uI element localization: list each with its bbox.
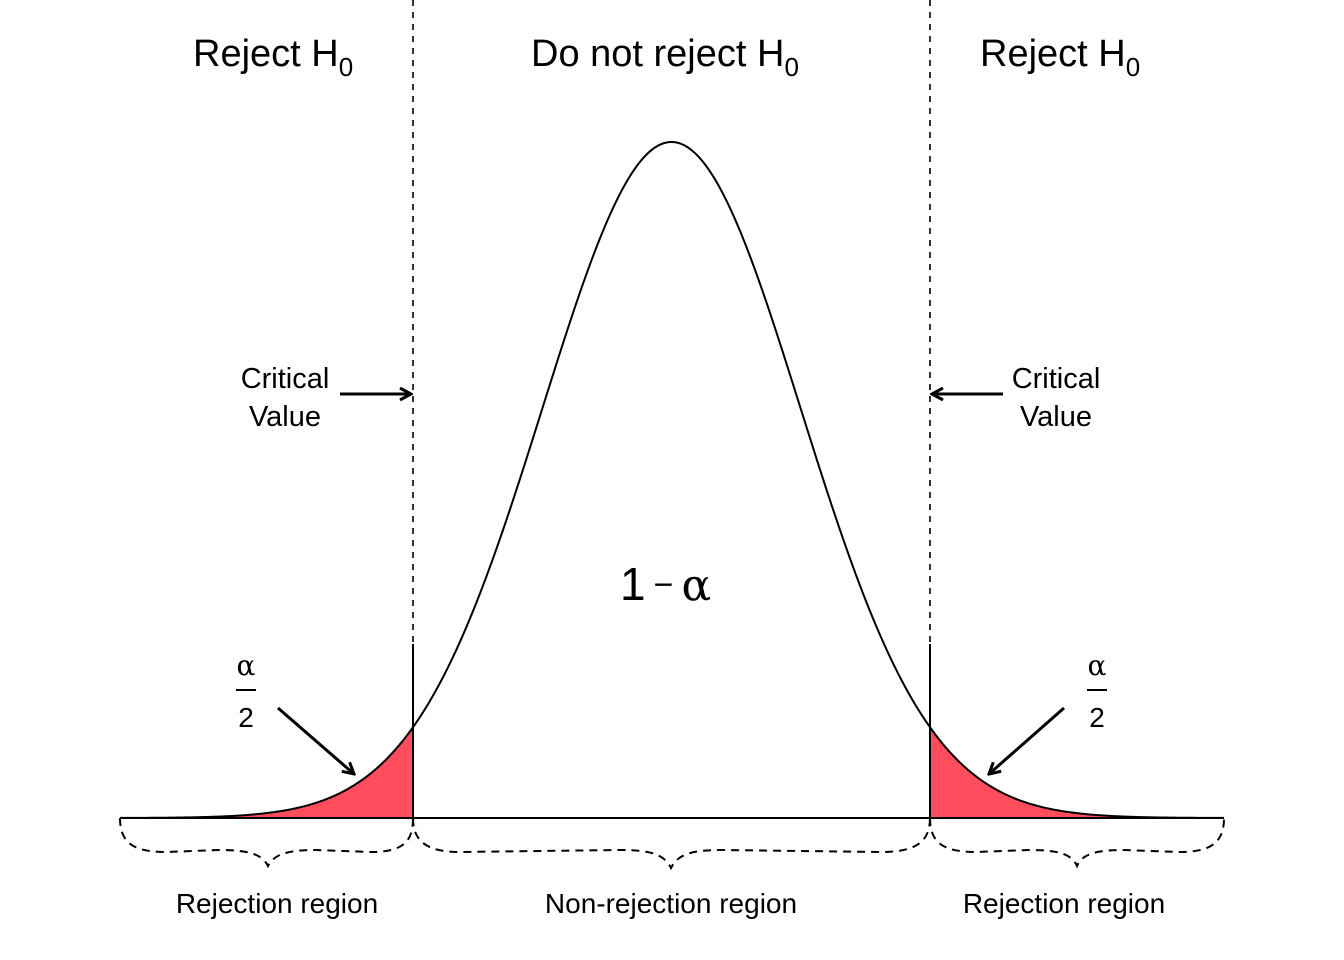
region-label-right: Rejection region	[963, 888, 1165, 919]
critical-value-right-line2: Value	[1020, 401, 1092, 433]
region-label-left: Rejection region	[176, 888, 378, 919]
right-alpha-denominator: 2	[1089, 702, 1105, 733]
left-alpha-arrow	[277, 706, 354, 774]
critical-value-left-line2: Value	[249, 401, 321, 433]
right-alpha-arrow	[989, 706, 1065, 774]
header-left: Reject H0	[193, 33, 353, 82]
right-rejection-area	[930, 727, 1224, 818]
region-label-center: Non-rejection region	[545, 888, 797, 919]
header-center: Do not reject H0	[531, 33, 799, 82]
normal-curve	[119, 141, 1225, 819]
left-alpha-denominator: 2	[238, 702, 254, 733]
center-area-label: 1− α	[620, 558, 711, 611]
center-region-brace	[412, 817, 931, 871]
left-region-brace	[119, 817, 414, 869]
critical-value-left-line1: Critical	[241, 363, 330, 395]
right-region-brace	[929, 817, 1225, 869]
left-rejection-area	[120, 727, 413, 818]
left-alpha-numerator: α	[237, 649, 256, 682]
header-right: Reject H0	[980, 33, 1140, 82]
right-alpha-numerator: α	[1088, 649, 1107, 682]
critical-value-right-line1: Critical	[1012, 363, 1101, 395]
